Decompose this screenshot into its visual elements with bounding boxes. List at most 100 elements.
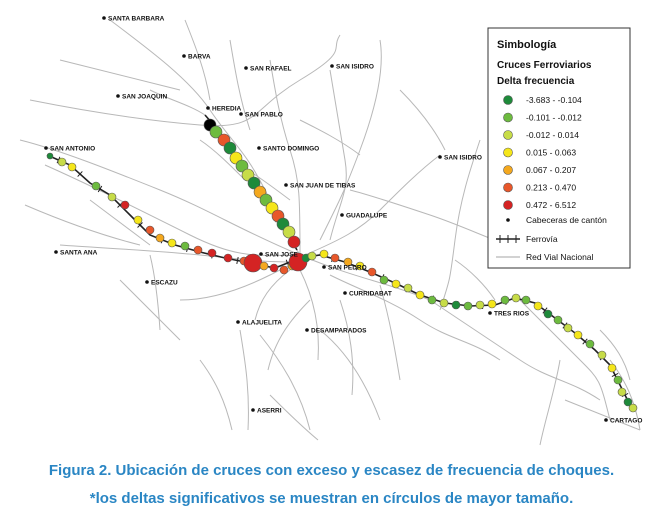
place-label: SAN ANTONIO xyxy=(50,146,95,153)
railway-crossing-marker xyxy=(259,261,269,271)
place-label: SANTA ANA xyxy=(60,250,98,257)
place-label: SAN ISIDRO xyxy=(444,155,482,162)
place-dot xyxy=(182,54,186,58)
legend-box xyxy=(487,27,631,269)
legend-title: Simbología xyxy=(497,39,557,51)
railway-crossing-marker xyxy=(307,251,317,261)
road-segment xyxy=(564,399,641,431)
place-dot xyxy=(102,16,106,20)
road-segment xyxy=(299,269,319,361)
place-marker: SAN ANTONIO xyxy=(44,146,95,153)
place-label: CURRIDABAT xyxy=(349,291,392,298)
place-dot xyxy=(116,94,120,98)
road-segment xyxy=(149,254,161,331)
railway-crossing-marker xyxy=(319,249,329,259)
legend-class-swatch xyxy=(503,165,513,175)
place-marker: ASERRI xyxy=(251,408,282,415)
railway-crossing-marker xyxy=(279,265,289,275)
place-label: SAN JUAN DE TIBAS xyxy=(290,183,356,190)
place-marker: SAN JUAN DE TIBAS xyxy=(284,183,356,190)
place-dot xyxy=(604,418,608,422)
railway-crossing-marker xyxy=(269,263,279,273)
legend-class-swatch xyxy=(503,130,513,140)
railway-crossing-marker xyxy=(287,235,301,249)
legend-red-vial-label: Red Vial Nacional xyxy=(526,252,594,262)
railway-tick xyxy=(77,171,83,177)
place-dot xyxy=(330,64,334,68)
cabecera-legend-icon xyxy=(506,218,510,222)
railway-crossing-marker xyxy=(427,295,437,305)
legend-class-item: -3.683 - -0.104 xyxy=(503,95,582,105)
legend-class-label: -0.012 - 0.014 xyxy=(526,130,579,140)
railway-crossing-marker xyxy=(623,397,633,407)
figure-caption-note: *los deltas significativos se muestran e… xyxy=(89,490,574,507)
place-marker: DESAMPARADOS xyxy=(305,328,367,335)
place-marker: SAN JOAQUIN xyxy=(116,94,167,101)
road-segment xyxy=(519,299,611,421)
railway-crossings xyxy=(46,118,638,413)
railway-crossing-marker xyxy=(533,301,543,311)
legend-class-item: -0.101 - -0.012 xyxy=(503,112,582,123)
road-segment xyxy=(239,329,249,431)
road-segment xyxy=(259,334,311,431)
railway-crossing-marker xyxy=(223,141,237,155)
place-label: SAN ISIDRO xyxy=(336,64,374,71)
place-marker: GUADALUPE xyxy=(340,213,388,220)
place-dot xyxy=(259,252,263,256)
railway-crossing-marker xyxy=(403,283,413,293)
road-segment xyxy=(319,39,382,241)
canton-capitals: SANTA BARBARA BARVA SAN RAFAEL SAN ISIDRO SA… xyxy=(44,16,642,425)
place-dot xyxy=(343,291,347,295)
railway-crossing-marker xyxy=(585,339,595,349)
road-segment xyxy=(199,139,246,181)
railway-crossing-marker xyxy=(500,295,510,305)
place-marker: SAN PABLO xyxy=(239,112,283,119)
railway-crossing-marker xyxy=(415,290,425,300)
place-label: HEREDIA xyxy=(212,106,242,113)
legend-class-item: 0.015 - 0.063 xyxy=(503,148,576,158)
place-marker: CURRIDABAT xyxy=(343,291,392,298)
place-label: BARVA xyxy=(188,54,211,61)
railway-crossing-marker xyxy=(282,225,296,239)
legend-ferrovia-label: Ferrovía xyxy=(526,234,558,244)
railway-crossing-marker xyxy=(207,248,217,258)
place-marker: CARTAGO xyxy=(604,418,642,425)
railway-crossing-marker xyxy=(628,403,638,413)
place-dot xyxy=(251,408,255,412)
road-segment xyxy=(267,299,311,371)
place-label: SAN PABLO xyxy=(245,112,283,119)
legend-class-item: -0.012 - 0.014 xyxy=(503,130,579,140)
railway-crossing-marker xyxy=(543,309,553,319)
railway-crossing-marker xyxy=(91,181,101,191)
railway-crossing-marker xyxy=(553,315,563,325)
road-segment xyxy=(439,139,481,311)
place-label: SAN RAFAEL xyxy=(250,66,292,73)
legend-subtitle: Cruces Ferroviarios xyxy=(497,60,592,71)
railway-crossing-marker xyxy=(167,238,177,248)
legend-class-item: 0.213 - 0.470 xyxy=(503,182,576,193)
railway-crossing-marker xyxy=(367,267,377,277)
railway-tick xyxy=(542,307,548,314)
railway-crossing-marker xyxy=(223,253,233,263)
railway-crossing-marker xyxy=(180,241,190,251)
place-dot xyxy=(239,112,243,116)
legend-class-swatch xyxy=(503,182,513,193)
railway-crossing-marker xyxy=(613,375,623,385)
map-canvas: SANTA BARBARA BARVA SAN RAFAEL SAN ISIDRO SA… xyxy=(19,16,642,446)
road-segment xyxy=(89,199,151,246)
road-segment xyxy=(329,69,347,241)
railway-tick xyxy=(137,222,143,228)
railway-crossing-marker xyxy=(57,157,67,167)
legend-class-swatch xyxy=(503,112,513,123)
place-dot xyxy=(206,106,210,110)
railway-crossing-marker xyxy=(247,176,261,190)
road-segment xyxy=(429,299,601,401)
railway-tick xyxy=(611,372,619,378)
railway-crossing-marker xyxy=(617,387,627,397)
railway-tick xyxy=(236,256,239,265)
place-label: SANTO DOMINGO xyxy=(263,146,319,153)
railway-crossing-marker xyxy=(46,152,54,160)
railway-crossing-marker xyxy=(355,261,365,271)
place-marker: SAN RAFAEL xyxy=(244,66,292,73)
road-segment xyxy=(59,244,301,263)
